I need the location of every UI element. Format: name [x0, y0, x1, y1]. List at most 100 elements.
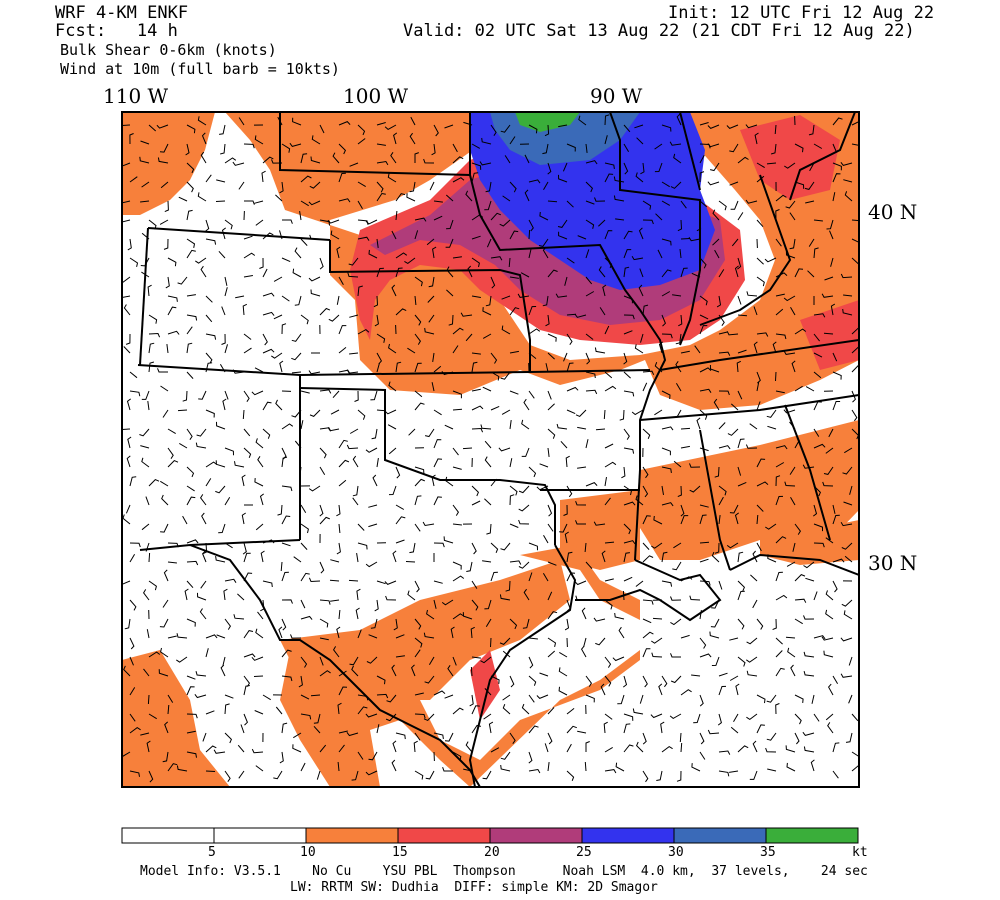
- valid-time: Valid: 02 UTC Sat 13 Aug 22 (21 CDT Fri …: [403, 21, 915, 41]
- wind-barb: [186, 686, 195, 696]
- wind-barb: [244, 200, 255, 205]
- wind-barb: [661, 314, 666, 327]
- wind-barb: [712, 209, 720, 221]
- wind-barb: [623, 485, 632, 496]
- wind-barb: [528, 751, 533, 764]
- wind-barb: [583, 637, 587, 647]
- wind-barb: [281, 722, 288, 734]
- wind-barb: [414, 217, 427, 222]
- wind-barb: [544, 124, 550, 137]
- wind-barb: [623, 552, 630, 563]
- wind-barb: [452, 256, 462, 259]
- wind-barb: [642, 485, 649, 498]
- wind-barb: [661, 269, 672, 278]
- wind-barb: [465, 190, 473, 202]
- wind-barb: [238, 117, 245, 126]
- wind-barb: [756, 542, 762, 552]
- wind-barb: [356, 553, 359, 563]
- wind-barb: [661, 124, 672, 132]
- wind-barb: [825, 537, 834, 544]
- wind-barb: [547, 200, 558, 203]
- wind-barb: [262, 292, 275, 297]
- wind-barb: [195, 257, 207, 264]
- wind-barb: [298, 675, 303, 688]
- wind-barb: [338, 143, 347, 155]
- wind-barb: [585, 219, 595, 229]
- wind-barb: [679, 732, 682, 743]
- wind-barb: [618, 626, 625, 639]
- wind-barb: [308, 276, 321, 282]
- wind-barb: [148, 580, 157, 591]
- wind-barb: [661, 745, 673, 753]
- wind-barb: [509, 420, 512, 430]
- wind-barb: [699, 637, 707, 649]
- wind-barb: [481, 137, 492, 145]
- wind-barb: [585, 371, 596, 379]
- wind-barb: [566, 725, 577, 734]
- wind-barb: [329, 579, 340, 582]
- wind-barb: [735, 683, 740, 696]
- wind-barb: [257, 456, 264, 468]
- wind-barb: [654, 409, 663, 416]
- wind-barb: [821, 636, 834, 641]
- wind-barb: [851, 390, 856, 403]
- wind-barb: [733, 713, 739, 723]
- wind-barb: [509, 181, 517, 193]
- wind-barb: [623, 447, 635, 454]
- wind-barb: [357, 124, 366, 136]
- wind-barb: [470, 626, 475, 639]
- wind-barb: [601, 550, 606, 563]
- wind-barb: [122, 162, 131, 167]
- wind-barb: [509, 458, 513, 468]
- wind-barb: [563, 504, 568, 516]
- wind-barb: [433, 599, 437, 609]
- wind-barb: [414, 523, 421, 532]
- wind-barb: [186, 560, 199, 566]
- wind-barb: [832, 675, 839, 685]
- wind-barb: [711, 656, 720, 666]
- colorbar-tick-label: 10: [300, 845, 316, 860]
- wind-barb: [560, 440, 568, 449]
- wind-barb: [851, 143, 859, 146]
- wind-barb: [822, 481, 834, 487]
- wind-barb: [623, 249, 632, 259]
- wind-barb: [122, 295, 131, 299]
- wind-barb: [432, 352, 435, 362]
- wind-barb: [528, 694, 535, 703]
- wind-barb: [129, 542, 141, 548]
- wind-barb: [308, 577, 321, 583]
- wind-barb: [452, 707, 464, 715]
- wind-barb: [661, 447, 671, 456]
- wind-barb: [841, 599, 853, 607]
- wind-barb: [148, 342, 155, 354]
- wind-barb: [406, 193, 416, 202]
- wind-barb: [167, 694, 174, 703]
- wind-barb: [281, 542, 291, 547]
- wind-barb: [395, 634, 405, 639]
- wind-barb: [775, 293, 785, 297]
- wind-barb: [807, 270, 815, 278]
- lon-label-90w: 90 W: [590, 84, 643, 108]
- wind-barb: [395, 193, 406, 202]
- wind-barb: [727, 428, 739, 436]
- wind-barb: [718, 331, 728, 335]
- wind-barb: [661, 675, 668, 688]
- wind-barb: [356, 588, 361, 601]
- wind-barb: [623, 744, 634, 753]
- wind-barb: [337, 702, 342, 715]
- wind-barb: [484, 599, 492, 610]
- wind-barb: [257, 611, 264, 620]
- wind-barb: [224, 732, 232, 744]
- wind-barb: [357, 200, 363, 210]
- wind-barb: [129, 770, 140, 777]
- wind-barb: [734, 512, 739, 525]
- wind-barb: [178, 196, 188, 202]
- wind-barb: [215, 460, 226, 468]
- wind-barb: [127, 238, 132, 251]
- wind-barb: [803, 651, 815, 658]
- wind-barb: [404, 257, 416, 264]
- wind-barb: [147, 694, 150, 705]
- wind-barb: [756, 618, 764, 630]
- wind-barb: [505, 580, 511, 592]
- wind-barb: [783, 409, 796, 414]
